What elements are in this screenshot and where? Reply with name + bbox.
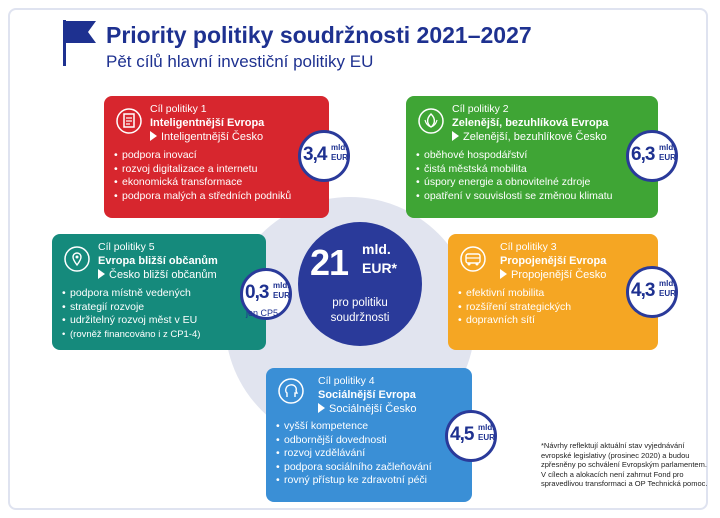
goal-national: Česko bližší občanům bbox=[98, 269, 217, 281]
amount-value: 4,5 bbox=[450, 424, 474, 445]
goal-amount-1: 3,4 mld. EUR bbox=[298, 130, 350, 182]
list-item: udržitelný rozvoj měst v EU bbox=[62, 314, 200, 328]
page-title: Priority politiky soudržnosti 2021–2027 bbox=[106, 22, 532, 48]
amount-unit: mld. EUR bbox=[273, 281, 290, 300]
arrow-right-icon bbox=[318, 403, 325, 413]
document-icon bbox=[116, 108, 142, 134]
page-subtitle: Pět cílů hlavní investiční politiky EU bbox=[106, 52, 374, 71]
goal-items: podpora inovací rozvoj digitalizace a in… bbox=[114, 149, 291, 203]
list-item: ekonomická transformace bbox=[114, 176, 291, 190]
arrow-right-icon bbox=[500, 269, 507, 279]
goal-box-2: Cíl politiky 2 Zelenější, bezuhlíková Ev… bbox=[406, 96, 658, 218]
goal-box-5: Cíl politiky 5 Evropa bližší občanům Čes… bbox=[52, 234, 266, 350]
goal-box-1: Cíl politiky 1 Inteligentnější Evropa In… bbox=[104, 96, 329, 218]
total-circle: 21 mld. EUR* pro politiku soudržnosti bbox=[298, 222, 422, 346]
goal-amount-3: 4,3 mld. EUR bbox=[626, 266, 678, 318]
goal-items: efektivní mobilita rozšíření strategický… bbox=[458, 287, 571, 328]
goal-label: Cíl politiky 1 bbox=[150, 103, 207, 115]
map-pin-icon bbox=[64, 246, 90, 272]
list-item-continuation: dopravních sítí bbox=[458, 314, 571, 328]
list-item: čistá městská mobilita bbox=[416, 163, 613, 177]
goal-label: Cíl politiky 4 bbox=[318, 375, 375, 387]
arrow-right-icon bbox=[98, 269, 105, 279]
amount-unit: mld. EUR bbox=[331, 143, 348, 162]
goal-items: oběhové hospodářství čistá městská mobil… bbox=[416, 149, 613, 203]
eu-flag-icon bbox=[63, 20, 96, 66]
goal-items: podpora místně vedených strategií rozvoj… bbox=[62, 287, 200, 341]
leaf-icon bbox=[418, 108, 444, 134]
list-item: opatření v souvislosti se změnou klimatu bbox=[416, 190, 613, 204]
amount-unit: mld. EUR bbox=[659, 279, 676, 298]
goal-national: Inteligentnější Česko bbox=[150, 131, 263, 143]
goal-name: Propojenější Evropa bbox=[500, 255, 607, 267]
amount-unit: mld. EUR bbox=[478, 423, 495, 442]
goal-amount-4: 4,5 mld. EUR bbox=[445, 410, 497, 462]
goal-label: Cíl politiky 2 bbox=[452, 103, 509, 115]
list-item: odbornější dovednosti bbox=[276, 434, 432, 448]
amount-unit: mld. EUR bbox=[659, 143, 676, 162]
goal-label: Cíl politiky 5 bbox=[98, 241, 155, 253]
amount-note: jen CP5 bbox=[246, 308, 279, 318]
amount-value: 4,3 bbox=[631, 280, 655, 301]
list-item: úspory energie a obnovitelné zdroje bbox=[416, 176, 613, 190]
amount-value: 0,3 bbox=[245, 282, 269, 303]
goal-name: Zelenější, bezuhlíková Evropa bbox=[452, 117, 609, 129]
total-amount: 21 bbox=[310, 242, 349, 283]
goal-national: Zelenější, bezuhlíkové Česko bbox=[452, 131, 607, 143]
infographic-frame bbox=[8, 8, 708, 510]
goal-name: Evropa bližší občanům bbox=[98, 255, 218, 267]
amount-value: 6,3 bbox=[631, 144, 655, 165]
goal-box-3: Cíl politiky 3 Propojenější Evropa Propo… bbox=[448, 234, 658, 350]
list-item: podpora místně vedených bbox=[62, 287, 200, 301]
list-item: oběhové hospodářství bbox=[416, 149, 613, 163]
list-item: vyšší kompetence bbox=[276, 420, 432, 434]
amount-value: 3,4 bbox=[303, 144, 327, 165]
arrow-right-icon bbox=[452, 131, 459, 141]
bus-icon bbox=[460, 246, 486, 272]
list-item: efektivní mobilita bbox=[458, 287, 571, 301]
footnote: *Návrhy reflektují aktuální stav vyjedná… bbox=[541, 441, 708, 488]
goal-national: Propojenější Česko bbox=[500, 269, 606, 281]
head-icon bbox=[278, 378, 304, 404]
list-item-continuation: strategií rozvoje bbox=[62, 301, 200, 315]
list-item: rozšíření strategických bbox=[458, 301, 571, 315]
list-item: rovný přístup ke zdravotní péči bbox=[276, 474, 432, 488]
list-item: rozvoj vzdělávání bbox=[276, 447, 432, 461]
goal-national: Sociálnější Česko bbox=[318, 403, 416, 415]
list-item: podpora sociálního začleňování bbox=[276, 461, 432, 475]
goal-name: Inteligentnější Evropa bbox=[150, 117, 265, 129]
total-caption: pro politiku soudržnosti bbox=[330, 297, 390, 324]
list-item: podpora malých a středních podniků bbox=[114, 190, 291, 204]
arrow-right-icon bbox=[150, 131, 157, 141]
goal-label: Cíl politiky 3 bbox=[500, 241, 557, 253]
goal-amount-5: 0,3 mld. EUR bbox=[240, 268, 292, 320]
list-item: podpora inovací bbox=[114, 149, 291, 163]
goal-items: vyšší kompetence odbornější dovednosti r… bbox=[276, 420, 432, 488]
goal-box-4: Cíl politiky 4 Sociálnější Evropa Sociál… bbox=[266, 368, 472, 502]
list-item: rozvoj digitalizace a internetu bbox=[114, 163, 291, 177]
goal-name: Sociálnější Evropa bbox=[318, 389, 416, 401]
goal-amount-2: 6,3 mld. EUR bbox=[626, 130, 678, 182]
total-unit: mld. EUR* bbox=[362, 241, 398, 276]
list-item-note: (rovněž financováno i z CP1-4) bbox=[62, 328, 200, 342]
